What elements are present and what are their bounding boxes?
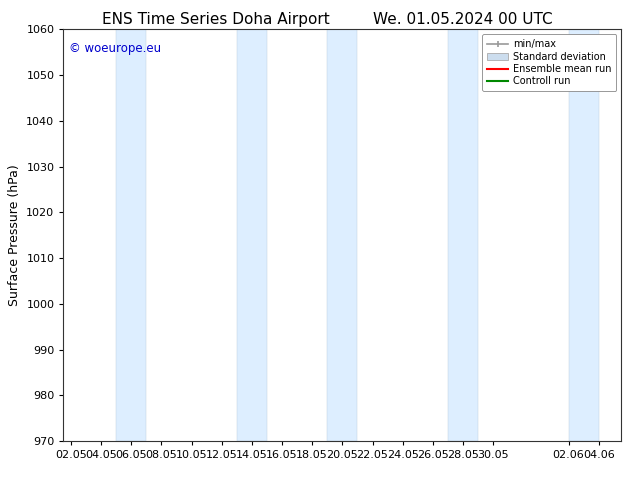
Bar <box>448 29 478 441</box>
Text: © woeurope.eu: © woeurope.eu <box>69 42 161 55</box>
Text: We. 01.05.2024 00 UTC: We. 01.05.2024 00 UTC <box>373 12 553 27</box>
Bar <box>327 29 358 441</box>
Legend: min/max, Standard deviation, Ensemble mean run, Controll run: min/max, Standard deviation, Ensemble me… <box>482 34 616 91</box>
Bar <box>569 29 598 441</box>
Bar <box>116 29 146 441</box>
Bar <box>237 29 267 441</box>
Y-axis label: Surface Pressure (hPa): Surface Pressure (hPa) <box>8 164 21 306</box>
Text: ENS Time Series Doha Airport: ENS Time Series Doha Airport <box>101 12 330 27</box>
